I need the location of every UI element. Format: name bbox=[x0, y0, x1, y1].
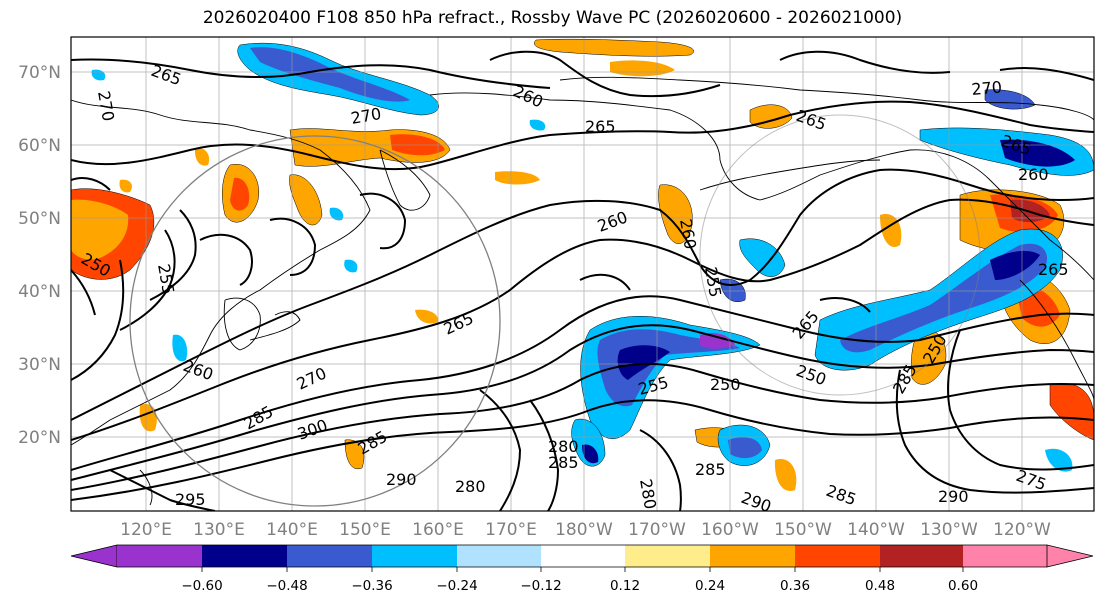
lat-label: 70°N bbox=[18, 63, 61, 83]
contour-label: 295 bbox=[175, 490, 206, 509]
colorbar-tick-label: −0.12 bbox=[520, 578, 561, 594]
contour-label: 265 bbox=[585, 117, 616, 136]
colorbar-extend-min bbox=[70, 544, 118, 568]
colorbar-segment bbox=[710, 545, 795, 567]
colorbar-tick-label: −0.48 bbox=[266, 578, 307, 594]
colorbar-segment bbox=[457, 545, 541, 567]
region-circle bbox=[129, 135, 501, 507]
coastlines bbox=[71, 76, 1094, 506]
lon-label: 150°W bbox=[774, 520, 832, 540]
map-area: 270 265 260 265 270 265 270 265 260 250 … bbox=[71, 37, 1094, 511]
colorbar-tick-label: 0.12 bbox=[610, 578, 640, 594]
colorbar-tick-label: 0.24 bbox=[695, 578, 725, 594]
latitude-labels: 70°N 60°N 50°N 40°N 30°N 20°N bbox=[18, 63, 61, 448]
contour-labels: 270 265 260 265 270 265 270 265 260 250 … bbox=[78, 61, 1069, 511]
lon-label: 130°W bbox=[920, 520, 978, 540]
lat-label: 30°N bbox=[18, 355, 61, 375]
lon-label: 180°W bbox=[555, 520, 613, 540]
lat-label: 60°N bbox=[18, 136, 61, 156]
lon-label: 160°E bbox=[412, 520, 464, 540]
lat-label: 20°N bbox=[18, 428, 61, 448]
colorbar-segment bbox=[541, 545, 625, 567]
colorbar-segment bbox=[963, 545, 1047, 567]
contour-label: 260 bbox=[1018, 165, 1049, 184]
negative-anomaly-shading bbox=[91, 42, 1094, 472]
longitude-labels: 120°E 130°E 140°E 150°E 160°E 170°E 180°… bbox=[120, 520, 1051, 540]
lon-label: 120°E bbox=[120, 520, 172, 540]
lon-label: 170°E bbox=[485, 520, 537, 540]
map-frame bbox=[70, 36, 1095, 512]
colorbar-ticks bbox=[201, 567, 964, 572]
colorbar-tick-label: −0.60 bbox=[181, 578, 222, 594]
contour-label: 285 bbox=[548, 453, 579, 472]
colorbar-tick-label: −0.24 bbox=[436, 578, 477, 594]
colorbar-segment bbox=[117, 545, 202, 567]
lat-label: 50°N bbox=[18, 209, 61, 229]
colorbar-segment bbox=[625, 545, 710, 567]
height-contours bbox=[71, 50, 1094, 511]
lon-label: 140°E bbox=[266, 520, 318, 540]
lon-label: 130°E bbox=[193, 520, 245, 540]
colorbar-extend-max bbox=[1046, 544, 1094, 568]
colorbar: −0.60 −0.48 −0.36 −0.24 −0.12 0.12 0.24 … bbox=[70, 544, 1094, 594]
contour-label: 265 bbox=[1038, 260, 1069, 279]
colorbar-segment bbox=[880, 545, 963, 567]
contour-label: 290 bbox=[386, 470, 417, 489]
colorbar-segment bbox=[287, 545, 372, 567]
contour-label: 250 bbox=[710, 375, 741, 394]
contour-label: 280 bbox=[455, 477, 486, 496]
lon-label: 140°W bbox=[847, 520, 905, 540]
contour-label: 270 bbox=[971, 77, 1003, 99]
lon-label: 170°W bbox=[628, 520, 686, 540]
lat-label: 40°N bbox=[18, 282, 61, 302]
region-circle-2 bbox=[699, 114, 981, 396]
contour-label: 290 bbox=[938, 487, 969, 506]
colorbar-tick-label: −0.36 bbox=[351, 578, 392, 594]
contour-label: 280 bbox=[548, 437, 579, 456]
colorbar-segment bbox=[795, 545, 880, 567]
positive-anomaly-shading bbox=[71, 38, 1094, 491]
lon-label: 150°E bbox=[339, 520, 391, 540]
colorbar-segment bbox=[202, 545, 287, 567]
lon-label: 120°W bbox=[993, 520, 1051, 540]
colorbar-segment bbox=[372, 545, 457, 567]
colorbar-tick-label: 0.48 bbox=[865, 578, 895, 594]
map-title: 2026020400 F108 850 hPa refract., Rossby… bbox=[202, 8, 903, 28]
colorbar-tick-label: 0.36 bbox=[780, 578, 810, 594]
lon-label: 160°W bbox=[701, 520, 759, 540]
contour-label: 285 bbox=[695, 460, 726, 479]
colorbar-tick-label: 0.60 bbox=[948, 578, 978, 594]
